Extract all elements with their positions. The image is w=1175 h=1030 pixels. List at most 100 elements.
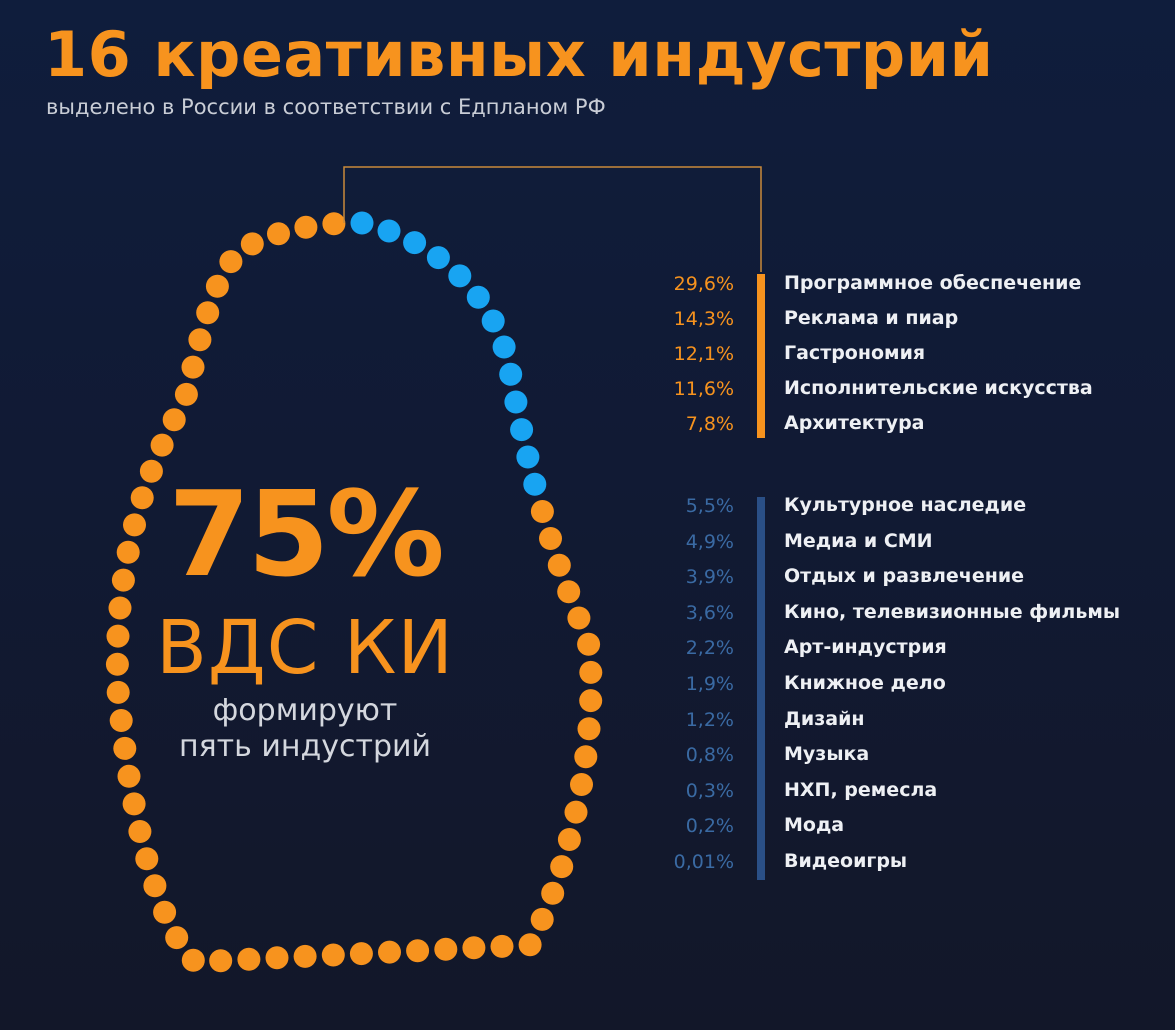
- orange-dot: [567, 606, 591, 630]
- orange-dot: [550, 855, 574, 879]
- industry-row: 0,3% НХП, ремесла: [600, 775, 1160, 809]
- blue-dot: [481, 309, 505, 333]
- blue-dot: [426, 246, 450, 270]
- industry-name-label: Отдых и развлечение: [784, 565, 1025, 588]
- orange-dot: [181, 948, 205, 972]
- industry-row: 0,2% Мода: [600, 810, 1160, 844]
- orange-dot: [196, 301, 220, 325]
- bottom-group-bar: [757, 497, 765, 880]
- orange-dot: [539, 527, 562, 550]
- orange-dot: [518, 933, 542, 957]
- orange-dot: [577, 632, 601, 656]
- orange-dot: [153, 900, 177, 924]
- industry-name-label: Реклама и пиар: [784, 307, 959, 329]
- industry-name-label: Исполнительские искусства: [784, 377, 1093, 399]
- industry-name-label: Гастрономия: [784, 342, 926, 364]
- orange-dot: [574, 745, 598, 769]
- orange-dot: [579, 689, 603, 713]
- blue-dot: [510, 418, 534, 442]
- highlight-label: ВДС КИ: [156, 605, 454, 691]
- industry-name-label: Программное обеспечение: [784, 272, 1082, 294]
- orange-dot: [174, 382, 198, 406]
- page-title: 16 креативных индустрий: [44, 18, 994, 91]
- industry-name-label: Дизайн: [784, 707, 865, 730]
- industry-name-label: Музыка: [784, 743, 870, 766]
- caption-line-2: пять индустрий: [179, 729, 431, 764]
- blue-dot: [523, 472, 547, 496]
- industry-share-label: 12,1%: [673, 343, 734, 365]
- industry-share-label: 7,8%: [685, 413, 734, 435]
- industry-row: 4,9% Медиа и СМИ: [600, 526, 1160, 560]
- orange-dot: [111, 568, 135, 592]
- orange-dot: [122, 792, 146, 816]
- industry-share-label: 0,3%: [685, 779, 734, 802]
- orange-dot: [130, 486, 154, 510]
- orange-dot: [165, 926, 189, 950]
- industry-row: 1,9% Книжное дело: [600, 668, 1160, 702]
- orange-dot: [106, 680, 130, 704]
- orange-dot: [117, 764, 141, 788]
- industry-share-label: 29,6%: [673, 273, 734, 295]
- orange-dot: [188, 328, 212, 352]
- orange-dot: [557, 580, 581, 604]
- orange-dot: [322, 212, 346, 236]
- blue-dot: [403, 231, 427, 255]
- industry-name-label: НХП, ремесла: [784, 778, 938, 801]
- industry-name-label: Кино, телевизионные фильмы: [784, 600, 1121, 623]
- orange-dot: [530, 500, 554, 523]
- industry-row: 11,6% Исполнительские искусства: [600, 373, 1160, 407]
- industry-share-label: 0,8%: [685, 744, 734, 767]
- blue-dot: [516, 445, 540, 469]
- highlight-value: 75%: [168, 465, 444, 603]
- industry-share-label: 5,5%: [685, 495, 734, 517]
- industry-row: 3,9% Отдых и развлечение: [600, 561, 1160, 595]
- orange-dot: [219, 250, 243, 274]
- orange-dot: [490, 934, 514, 958]
- orange-dot: [564, 800, 588, 824]
- orange-dot: [108, 596, 132, 620]
- orange-dot: [321, 943, 345, 967]
- industry-share-label: 1,2%: [685, 708, 734, 731]
- industry-row: 29,6% Программное обеспечение: [600, 268, 1160, 302]
- orange-dot: [579, 660, 603, 684]
- industry-share-label: 4,9%: [685, 530, 734, 553]
- industry-row: 14,3% Реклама и пиар: [600, 303, 1160, 337]
- orange-dot: [143, 874, 167, 898]
- industry-share-label: 0,2%: [685, 815, 734, 838]
- orange-dot: [434, 937, 458, 961]
- industry-share-label: 3,6%: [685, 601, 734, 624]
- orange-dot: [181, 355, 205, 379]
- blue-dot: [492, 335, 516, 359]
- orange-dot: [123, 513, 146, 537]
- orange-dot: [139, 459, 163, 483]
- industry-name-label: Арт-индустрия: [784, 636, 947, 659]
- orange-dot: [530, 907, 554, 931]
- blue-dot: [350, 211, 374, 235]
- industry-name-label: Медиа и СМИ: [784, 529, 933, 552]
- orange-dot: [109, 709, 133, 732]
- orange-dot: [293, 944, 317, 968]
- orange-dot: [577, 717, 601, 741]
- orange-dot: [135, 847, 159, 871]
- orange-dot: [294, 215, 318, 239]
- industry-name-label: Культурное наследие: [784, 494, 1027, 516]
- industry-name-label: Архитектура: [784, 412, 925, 434]
- blue-dot: [504, 390, 528, 414]
- orange-dot: [205, 274, 229, 298]
- orange-dot: [150, 433, 174, 457]
- orange-dot: [237, 947, 261, 971]
- orange-dot: [462, 936, 486, 960]
- industry-row: 12,1% Гастрономия: [600, 338, 1160, 372]
- industry-share-label: 2,2%: [685, 637, 734, 660]
- orange-dot: [113, 736, 137, 760]
- orange-dot: [378, 940, 401, 964]
- orange-dot: [105, 652, 129, 676]
- orange-dot: [128, 820, 152, 843]
- orange-dot: [349, 942, 373, 966]
- orange-dot: [162, 408, 186, 432]
- industry-share-label: 0,01%: [673, 851, 734, 873]
- industry-name-label: Книжное дело: [784, 672, 946, 694]
- orange-dot: [406, 939, 430, 963]
